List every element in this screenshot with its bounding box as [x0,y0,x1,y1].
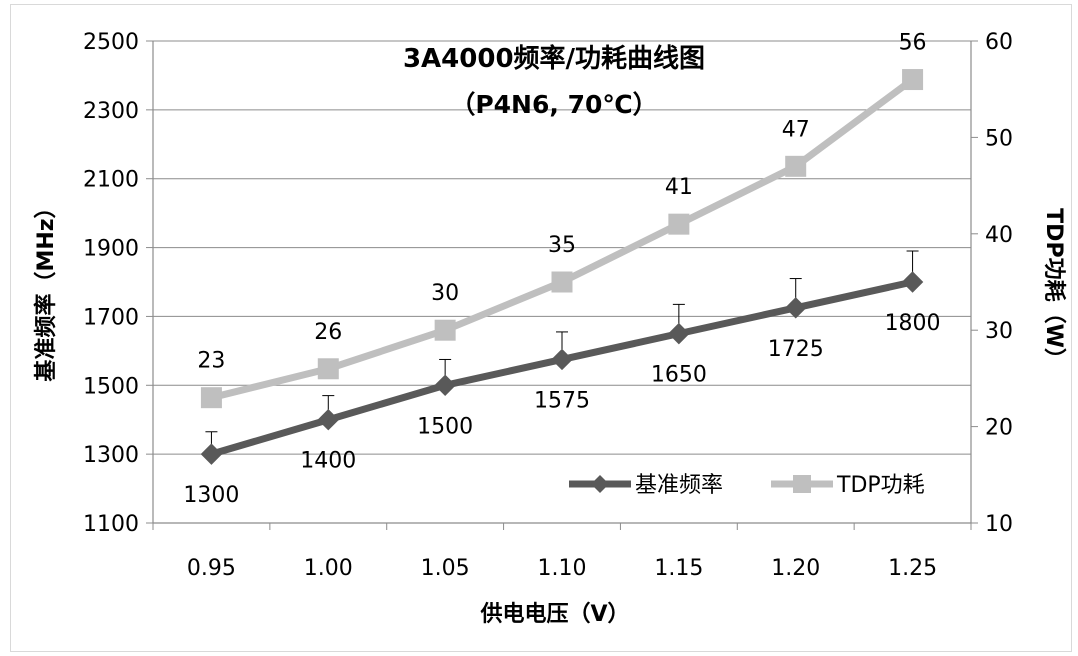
y-left-tick-label: 1100 [83,512,139,537]
point-diamond [434,374,456,396]
y-left-tick-label: 1500 [83,374,139,399]
chart-svg: 1100 1300 1500 1700 1900 2100 2300 2500 10 20 30 40… [33,30,1067,627]
legend-marker [793,475,811,493]
data-label: 1575 [534,388,590,413]
series-2 [200,69,924,409]
x-axis-title: 供电电压（V） [479,601,629,627]
x-tick-label: 1.25 [888,556,937,581]
y-left-tick-label: 2300 [83,99,139,124]
point-square [317,358,339,380]
data-label: 1300 [183,483,239,508]
chart-subtitle: （P4N6, 70℃） [450,90,657,119]
y-left-tick-label: 2500 [83,30,139,55]
series-1 [200,250,924,465]
data-label: 1800 [885,311,941,336]
data-label: 1500 [417,414,473,439]
data-label: 1400 [300,449,356,474]
data-label: 41 [665,175,693,200]
y-right-tick-label: 20 [985,416,1013,441]
point-diamond [200,443,223,465]
point-square [902,69,924,91]
grid-layer [153,40,971,524]
point-square [551,271,573,293]
point-diamond [317,409,339,431]
data-label: 56 [899,31,927,56]
x-tick-label: 0.95 [187,556,236,581]
point-square [200,387,222,409]
data-label: 1650 [651,363,707,388]
y-left-tick-label: 1900 [83,237,139,262]
point-diamond [785,297,807,319]
point-diamond [668,322,690,345]
y-right-tick-label: 30 [985,319,1013,344]
data-label: 23 [197,349,225,374]
chart-frame: 1100 1300 1500 1700 1900 2100 2300 2500 10 20 30 40… [10,4,1072,652]
data-label: 47 [782,117,810,142]
y-axis-left-title: 基准频率（MHz） [33,196,59,381]
y-left-tick-label: 1300 [83,443,139,468]
x-tick-label: 1.05 [421,556,470,581]
series-layer [200,69,924,465]
data-label: 26 [314,320,342,345]
y-right-tick-label: 10 [985,512,1013,537]
point-diamond [551,348,573,371]
x-tick-label: 1.00 [304,556,353,581]
point-square [434,319,456,341]
point-diamond [901,271,924,293]
label-layer: 1100 1300 1500 1700 1900 2100 2300 2500 10 20 30 40… [83,30,1013,581]
legend-marker [591,475,609,493]
data-label: 1725 [768,337,824,362]
data-label: 35 [548,233,576,258]
y-right-tick-label: 50 [985,126,1013,151]
chart-title: 3A4000频率/功耗曲线图 [403,43,705,74]
y-left-tick-label: 2100 [83,168,139,193]
y-left-tick-label: 1700 [83,305,139,330]
legend-label: TDP功耗 [836,473,925,498]
x-tick-label: 1.15 [654,556,703,581]
legend: 基准频率 TDP功耗 [569,473,925,498]
legend-label: 基准频率 [635,473,723,498]
data-label: 30 [431,281,459,306]
y-axis-right-title: TDP功耗（W） [1041,208,1067,370]
axis-layer [146,40,978,530]
point-square [785,155,807,177]
y-right-tick-label: 40 [985,223,1013,248]
x-tick-label: 1.10 [538,556,587,581]
y-right-tick-label: 60 [985,30,1013,55]
point-square [668,213,690,235]
x-tick-label: 1.20 [771,556,820,581]
